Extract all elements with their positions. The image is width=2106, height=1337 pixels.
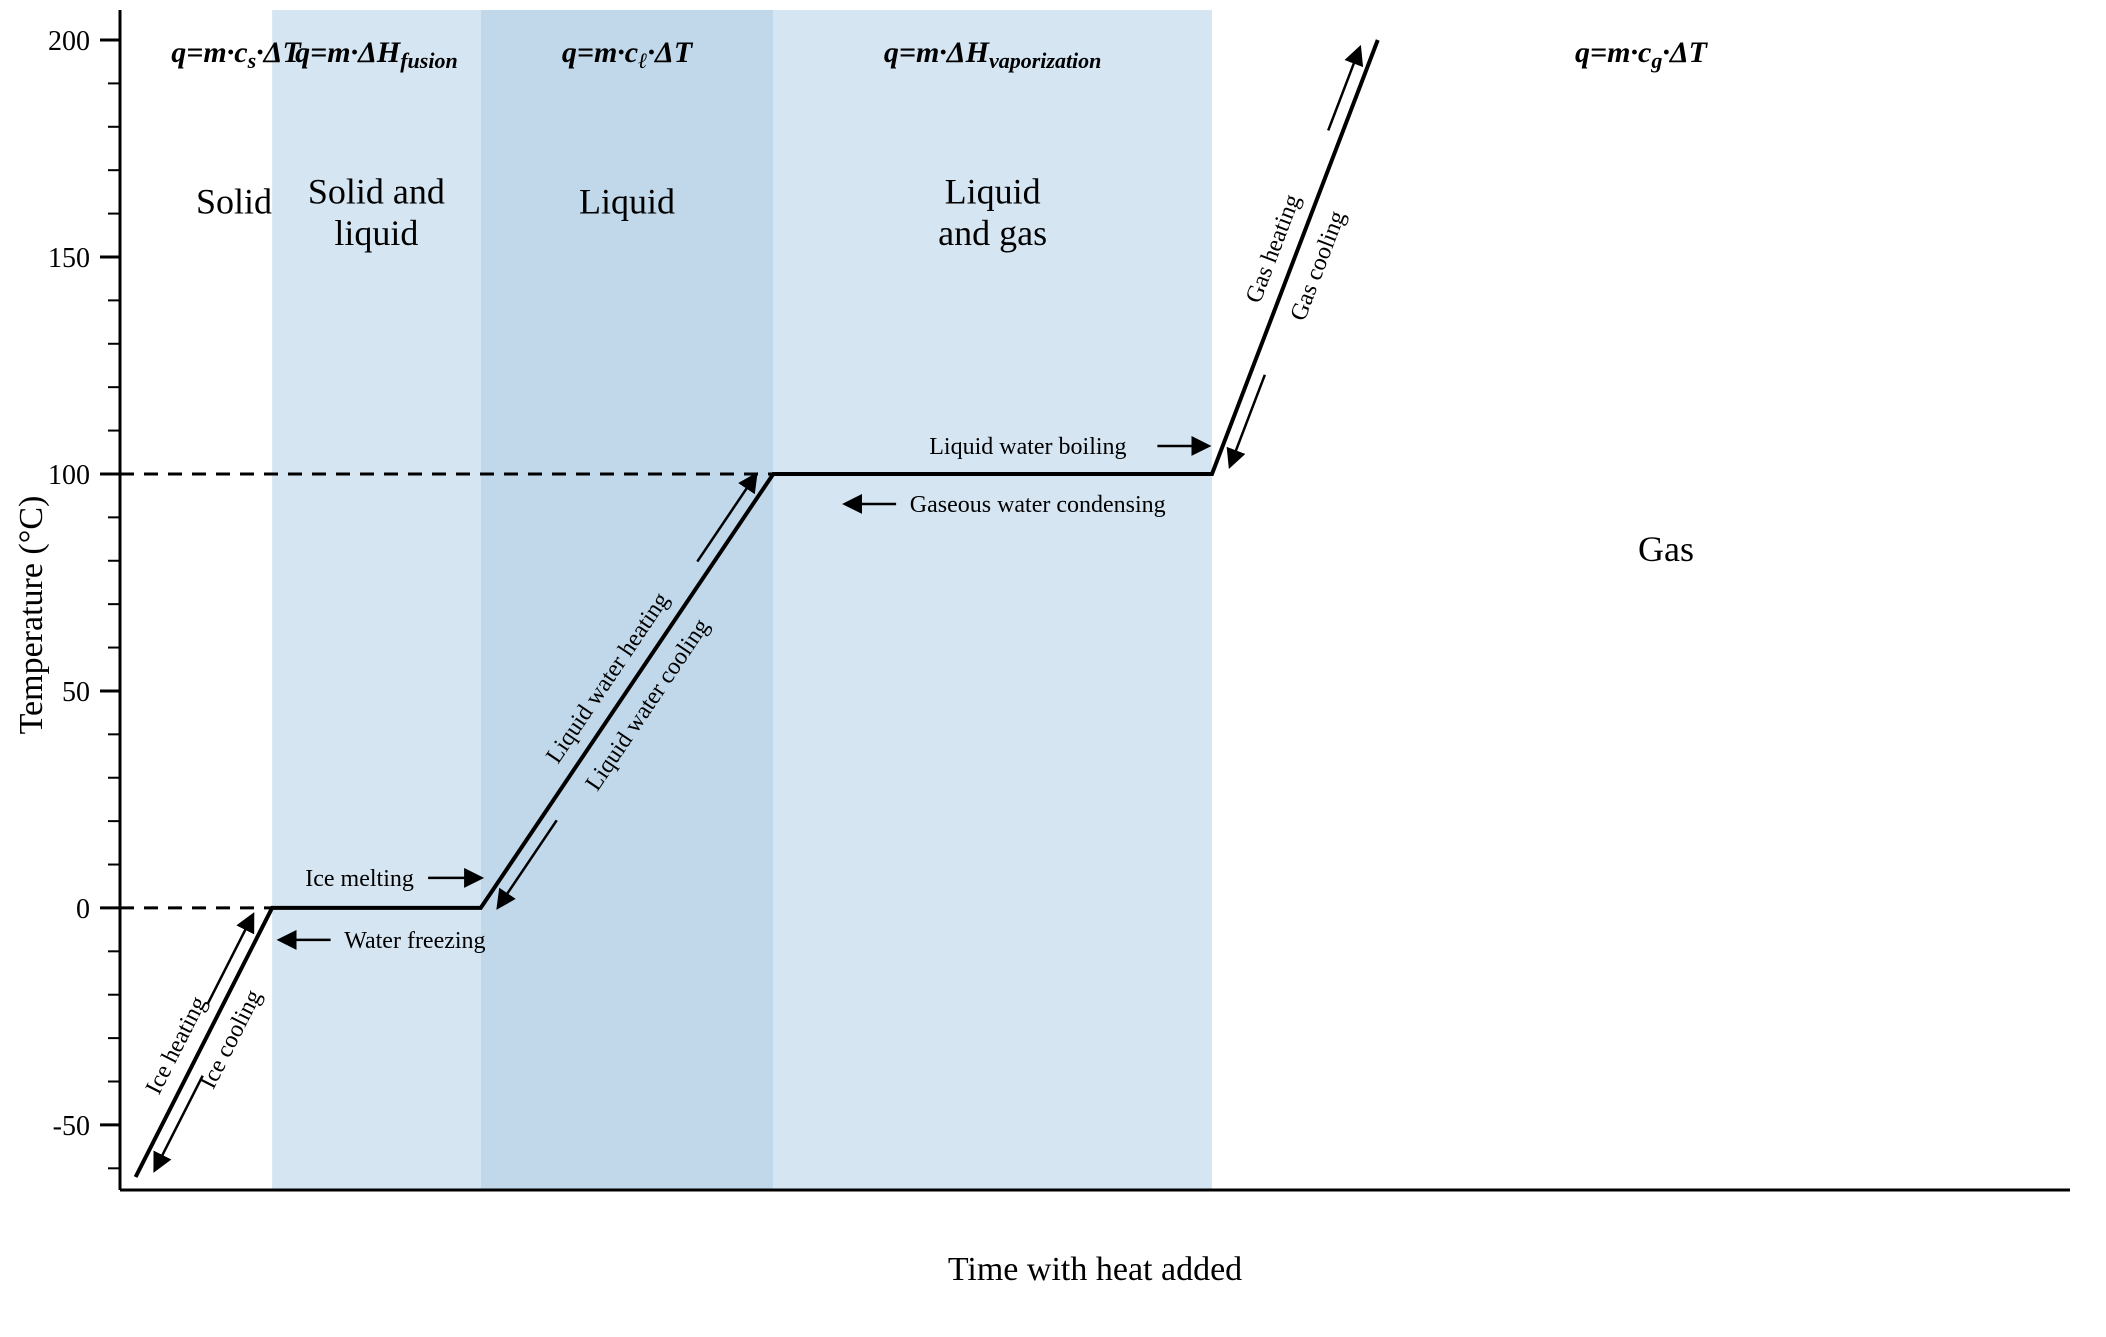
y-axis-title: Temperature (°C)	[13, 496, 50, 735]
process-label: Gaseous water condensing	[910, 492, 1166, 518]
y-tick-label: 0	[76, 894, 90, 925]
y-tick-label: -50	[53, 1111, 90, 1142]
phase-label-liquid-gas: Liquidand gas	[938, 172, 1047, 253]
process-label: Ice melting	[305, 866, 414, 892]
x-axis-title: Time with heat added	[948, 1251, 1242, 1288]
y-tick-label: 200	[48, 26, 90, 57]
heating-curve-diagram: -50050100150200 q=m·cs·ΔTq=m·ΔHfusionq=m…	[0, 0, 2106, 1337]
y-tick-label: 100	[48, 460, 90, 491]
process-label: Liquid water boiling	[929, 434, 1126, 460]
y-tick-label: 150	[48, 243, 90, 274]
phase-label-liquid: Liquid	[579, 182, 675, 222]
equation-label: q=m·cs·ΔT	[171, 36, 302, 73]
equation-label: q=m·cℓ·ΔT	[562, 36, 694, 73]
phase-label-solid: Solid	[196, 182, 272, 222]
process-label: Water freezing	[344, 928, 485, 954]
y-tick-labels: -50 0 50 100 150 200	[48, 26, 90, 1142]
y-tick-label: 50	[62, 677, 90, 708]
phase-label-gas: Gas	[1638, 529, 1694, 569]
equation-label: q=m·cg·ΔT	[1575, 36, 1709, 73]
